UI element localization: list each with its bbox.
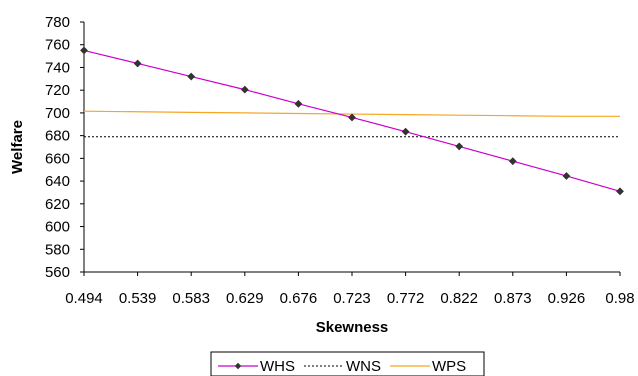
x-tick-label: 0.539 xyxy=(119,290,157,307)
y-tick-label: 640 xyxy=(45,173,70,190)
legend-label-whs: WHS xyxy=(260,358,295,375)
x-tick-label: 0.723 xyxy=(333,290,371,307)
whs-point xyxy=(616,187,624,196)
x-tick-label: 0.583 xyxy=(172,290,210,307)
legend-items: WHS WNS WPS xyxy=(218,358,466,375)
whs-point xyxy=(401,127,410,136)
x-tick-label: 0.676 xyxy=(280,290,318,307)
y-axis-title: Welfare xyxy=(9,120,26,174)
legend-marker-whs xyxy=(234,362,242,370)
x-tick-label: 0.629 xyxy=(226,290,264,307)
x-axis-title: Skewness xyxy=(316,319,389,336)
y-axis: 560 580 600 620 640 660 680 700 720 740 760 780 xyxy=(45,14,85,281)
legend: WHS WNS WPS xyxy=(210,351,485,376)
legend-item-wns: WNS xyxy=(304,358,381,375)
whs-point xyxy=(80,46,88,55)
whs-point xyxy=(187,72,196,81)
plot-area xyxy=(80,46,624,196)
x-tick-group: 0.494 0.539 0.583 0.629 0.676 0.723 0.772 0.822… xyxy=(65,272,635,307)
legend-item-whs: WHS xyxy=(218,358,295,375)
legend-label-wps: WPS xyxy=(432,358,466,375)
whs-point xyxy=(133,59,142,68)
legend-label-wns: WNS xyxy=(346,358,381,375)
x-tick-label: 0.822 xyxy=(440,290,478,307)
series-whs xyxy=(80,46,624,196)
whs-point xyxy=(508,157,517,166)
legend-box xyxy=(210,351,485,376)
y-tick-label: 660 xyxy=(45,150,70,167)
y-tick-label: 760 xyxy=(45,37,70,54)
y-tick-label: 680 xyxy=(45,128,70,145)
x-axis: 0.494 0.539 0.583 0.629 0.676 0.723 0.772 0.822… xyxy=(65,271,635,307)
y-tick-label: 720 xyxy=(45,82,70,99)
whs-point xyxy=(240,85,249,94)
whs-point xyxy=(348,113,356,122)
x-tick-label: 0.98 xyxy=(605,290,634,307)
whs-point xyxy=(294,99,303,108)
y-tick-label: 580 xyxy=(45,241,70,258)
x-tick-label: 0.926 xyxy=(548,290,586,307)
x-tick-label: 0.873 xyxy=(494,290,532,307)
y-tick-label: 780 xyxy=(45,14,70,31)
y-tick-group: 560 580 600 620 640 660 680 700 720 740 760 780 xyxy=(45,14,84,281)
y-tick-label: 740 xyxy=(45,59,70,76)
y-tick-label: 700 xyxy=(45,105,70,122)
y-tick-label: 600 xyxy=(45,219,70,236)
y-tick-label: 560 xyxy=(45,264,70,281)
legend-item-wps: WPS xyxy=(390,358,466,375)
x-tick-label: 0.494 xyxy=(65,290,103,307)
y-tick-label: 620 xyxy=(45,196,70,213)
whs-point xyxy=(562,172,571,180)
whs-point xyxy=(455,142,464,151)
x-tick-label: 0.772 xyxy=(387,290,425,307)
